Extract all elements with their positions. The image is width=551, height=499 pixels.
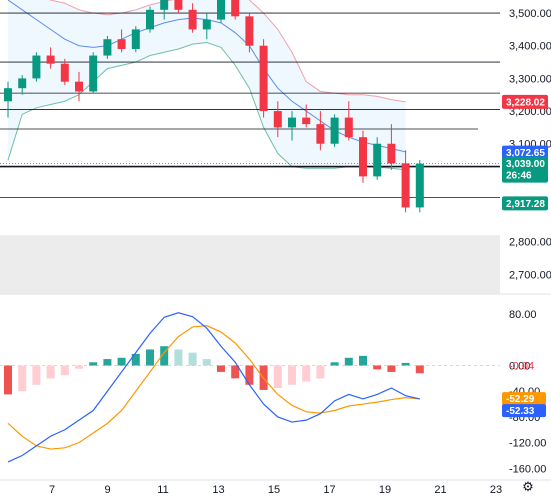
gear-icon[interactable]: ⚙ bbox=[522, 480, 534, 495]
price-tag bbox=[502, 145, 548, 160]
time-axis-label: 11 bbox=[157, 484, 168, 496]
macd-histogram-bar bbox=[373, 365, 382, 370]
price-axis-label: 2,800.00 bbox=[509, 237, 551, 249]
price-axis-label: 3,500.00 bbox=[509, 8, 551, 20]
macd-histogram-bar bbox=[75, 365, 83, 369]
macd-histogram-bar bbox=[46, 365, 55, 379]
macd-histogram-bar bbox=[117, 357, 126, 366]
lower-shaded-region bbox=[0, 235, 500, 294]
time-axis-label: 23 bbox=[490, 484, 502, 496]
price-tag-label: 3,228.02 bbox=[506, 97, 545, 108]
macd-histogram-bar bbox=[131, 353, 140, 366]
macd-value-tag-label: -52.33 bbox=[506, 406, 535, 417]
macd-histogram-bar bbox=[60, 365, 69, 376]
candle-body[interactable] bbox=[330, 117, 339, 144]
time-axis-label: 17 bbox=[323, 484, 335, 496]
macd-histogram-bar bbox=[89, 362, 98, 366]
time-axis-label: 9 bbox=[104, 484, 110, 496]
candle-body[interactable] bbox=[89, 55, 98, 92]
candle-body[interactable] bbox=[373, 143, 382, 177]
candle-body[interactable] bbox=[273, 111, 282, 128]
candle-body[interactable] bbox=[60, 63, 69, 82]
candle-body[interactable] bbox=[316, 124, 325, 144]
time-axis-label: 15 bbox=[268, 484, 280, 496]
time-axis-label: 21 bbox=[434, 484, 446, 496]
candle-body[interactable] bbox=[401, 163, 410, 208]
candle-body[interactable] bbox=[259, 45, 268, 112]
candle-body[interactable] bbox=[231, 0, 240, 17]
time-axis-label: 7 bbox=[49, 484, 55, 496]
candle-body[interactable] bbox=[188, 9, 197, 30]
macd-histogram-bar bbox=[4, 365, 12, 395]
candle-body[interactable] bbox=[245, 16, 254, 46]
macd-value-label: -0.04 bbox=[509, 361, 534, 373]
macd-signal-line bbox=[7, 325, 420, 450]
macd-histogram-bar bbox=[217, 365, 225, 372]
macd-histogram-bar bbox=[146, 349, 154, 366]
time-axis-label: 19 bbox=[379, 484, 391, 496]
macd-axis-label: -160.00 bbox=[509, 463, 546, 475]
candle-body[interactable] bbox=[387, 143, 396, 164]
bollinger-upper-line bbox=[48, 0, 406, 103]
macd-value-tag-label: -52.29 bbox=[506, 394, 535, 405]
price-tag-label: 2,917.28 bbox=[506, 199, 545, 210]
macd-histogram-bar bbox=[401, 362, 410, 366]
macd-histogram-bar bbox=[188, 352, 197, 366]
macd-histogram-bar bbox=[273, 365, 282, 388]
macd-axis-label: -120.00 bbox=[509, 438, 546, 450]
candle-body[interactable] bbox=[18, 78, 27, 89]
candle-body[interactable] bbox=[103, 39, 112, 56]
macd-axis-label: 80.00 bbox=[509, 309, 537, 321]
candle-body[interactable] bbox=[415, 163, 424, 208]
macd-histogram-bar bbox=[18, 365, 27, 392]
macd-axis-label: 0.00 bbox=[509, 361, 530, 373]
macd-histogram-bar bbox=[359, 355, 367, 366]
price-axis-label: 3,400.00 bbox=[509, 41, 551, 53]
candle-body[interactable] bbox=[131, 29, 140, 49]
price-axis-label: 3,300.00 bbox=[509, 73, 551, 85]
macd-histogram-bar bbox=[231, 365, 240, 379]
candle-body[interactable] bbox=[288, 117, 296, 128]
countdown-label: 26:46 bbox=[506, 171, 532, 182]
candle-body[interactable] bbox=[4, 88, 12, 102]
candle-body[interactable] bbox=[32, 55, 41, 79]
candle-body[interactable] bbox=[217, 0, 225, 20]
candle-body[interactable] bbox=[359, 137, 367, 177]
bollinger-lower-line bbox=[7, 41, 406, 171]
price-tag-label: 3,039.00 bbox=[506, 159, 545, 170]
macd-histogram-bar bbox=[160, 346, 169, 366]
candle-body[interactable] bbox=[146, 9, 154, 30]
candle-body[interactable] bbox=[202, 19, 211, 30]
price-tag bbox=[502, 94, 548, 109]
price-tag-label: 3,072.65 bbox=[506, 148, 545, 159]
macd-histogram-bar bbox=[202, 359, 211, 366]
macd-value-tag bbox=[502, 404, 546, 418]
time-axis-label: 13 bbox=[212, 484, 224, 496]
price-axis-label: 2,700.00 bbox=[509, 269, 551, 281]
price-axis-label: 3,200.00 bbox=[509, 106, 551, 118]
macd-histogram-bar bbox=[174, 349, 183, 366]
candle-body[interactable] bbox=[302, 117, 311, 125]
candle-body[interactable] bbox=[117, 39, 126, 49]
macd-histogram-bar bbox=[32, 365, 41, 385]
macd-histogram-bar bbox=[103, 359, 112, 366]
macd-histogram-bar bbox=[387, 365, 396, 372]
macd-histogram-bar bbox=[330, 362, 339, 366]
macd-value-tag bbox=[502, 392, 546, 406]
macd-line bbox=[7, 312, 420, 463]
macd-histogram-bar bbox=[302, 365, 311, 382]
candle-body[interactable] bbox=[174, 0, 183, 10]
candle-body[interactable] bbox=[46, 55, 55, 64]
macd-histogram-bar bbox=[415, 365, 424, 374]
candle-body[interactable] bbox=[160, 0, 169, 10]
candle-body[interactable] bbox=[344, 117, 353, 138]
macd-histogram-bar bbox=[245, 365, 254, 385]
macd-histogram-bar bbox=[344, 357, 353, 366]
candle-body[interactable] bbox=[75, 81, 83, 92]
macd-histogram-bar bbox=[288, 365, 296, 385]
price-tag bbox=[502, 196, 548, 211]
price-tag bbox=[502, 156, 548, 183]
macd-histogram-bar bbox=[316, 365, 325, 379]
